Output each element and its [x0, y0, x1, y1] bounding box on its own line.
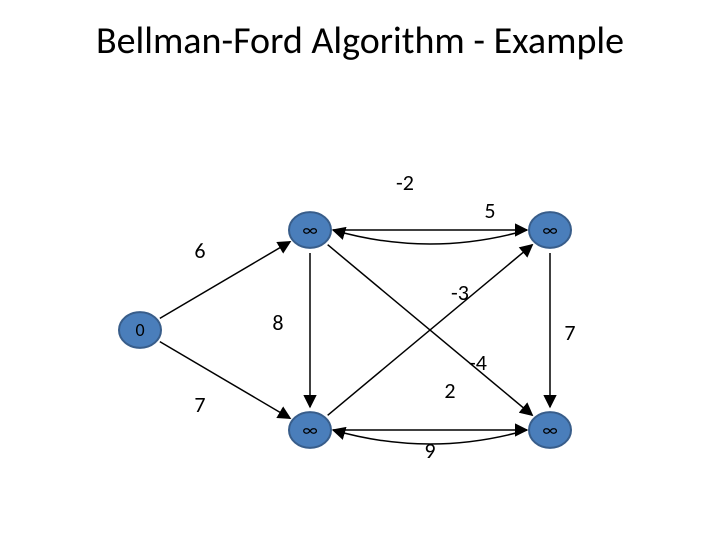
edge-weight-s-t: 6 — [194, 237, 205, 264]
node-label-s: 0 — [135, 319, 144, 341]
node-label-x: ∞ — [542, 219, 557, 241]
edge-s-y — [160, 342, 290, 419]
edge-x-t — [333, 230, 527, 244]
edge-s-t — [160, 242, 290, 319]
node-label-t: ∞ — [302, 219, 317, 241]
bellman-ford-graph: 6 7 -2 8 -3 5 7 -4 9 2 0 ∞ ∞ ∞ ∞ — [60, 140, 660, 500]
edge-weight-t-x: -2 — [396, 169, 414, 196]
edge-weight-t-y: 8 — [272, 309, 283, 336]
edge-weight-z-y: 2 — [444, 377, 455, 404]
slide-title: Bellman-Ford Algorithm - Example — [0, 18, 720, 64]
edge-weight-y-x: -4 — [469, 349, 487, 376]
node-label-z: ∞ — [542, 419, 557, 441]
edge-weight-s-y: 7 — [194, 391, 205, 418]
edge-weight-x-z: 7 — [564, 319, 575, 346]
node-label-y: ∞ — [302, 419, 317, 441]
edge-weight-t-z: -3 — [451, 279, 469, 306]
edge-weight-y-z: 9 — [424, 437, 435, 464]
edge-weight-x-t: 5 — [484, 197, 495, 224]
edges-layer: 6 7 -2 8 -3 5 7 -4 9 2 — [160, 169, 576, 464]
nodes-layer: 0 ∞ ∞ ∞ ∞ — [119, 212, 571, 448]
